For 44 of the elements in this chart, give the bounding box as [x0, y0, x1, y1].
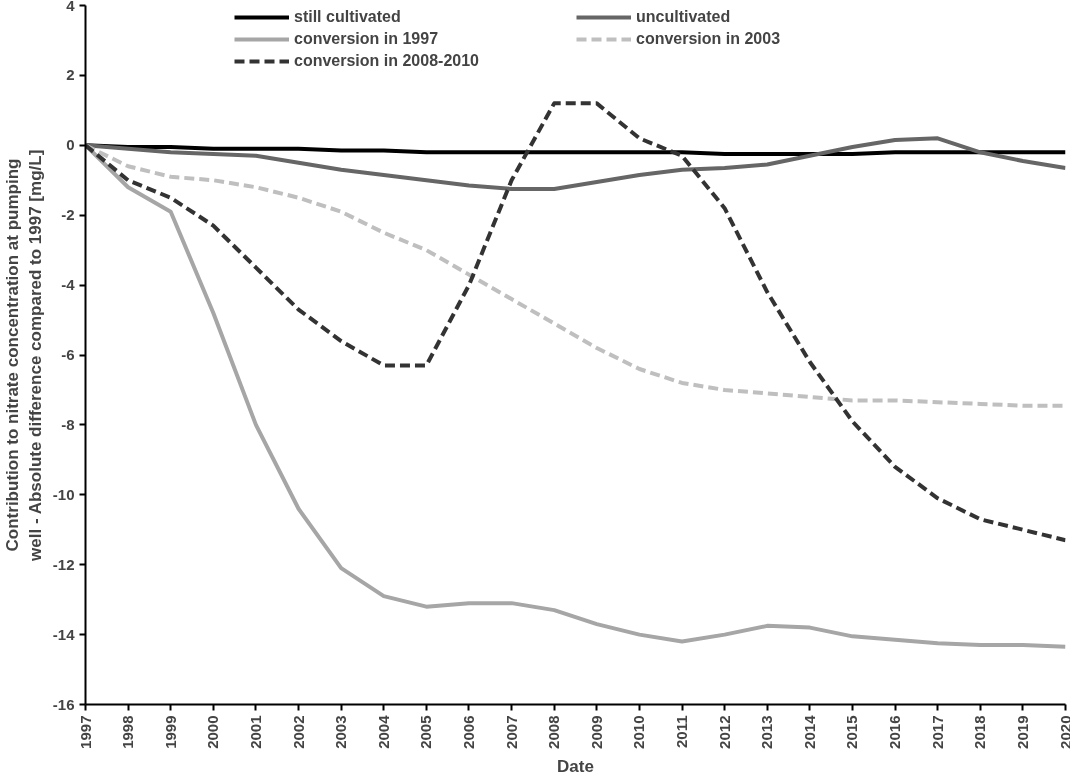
- legend-label: uncultivated: [636, 8, 732, 26]
- x-tick-label: 2006: [459, 715, 477, 749]
- y-axis-title: Contribution to nitrate concentration at pumping well - Absolute difference compared to 1997 [mg/L]: [3, 149, 45, 562]
- x-tick-label: 2020: [1056, 715, 1074, 749]
- y-tick-label: -6: [61, 346, 75, 363]
- x-tick-label: 2003: [332, 715, 350, 749]
- x-tick-label: 2011: [673, 715, 691, 749]
- x-tick-label: 2014: [800, 714, 818, 749]
- y-tick-label: 0: [66, 136, 75, 154]
- line-series: [85, 101, 1066, 543]
- legend-label: conversion in 1997: [294, 30, 440, 48]
- x-tick-label: 2000: [204, 715, 222, 749]
- legend-label: conversion in 2003: [636, 30, 782, 48]
- x-tick-label: 2012: [715, 715, 733, 749]
- x-tick-label: 2009: [587, 715, 605, 749]
- x-tick-label: 2005: [417, 715, 435, 749]
- x-tick-label: 2010: [630, 715, 648, 749]
- legend-label: conversion in 2008-2010: [294, 52, 480, 70]
- y-tick-label: 4: [66, 0, 76, 14]
- x-tick-label: 2015: [843, 715, 861, 749]
- x-tick-label: 2018: [971, 715, 989, 749]
- x-tick-label: 1997: [76, 715, 94, 749]
- x-tick-label: 2016: [886, 715, 904, 749]
- y-tick-label: -12: [52, 555, 75, 573]
- y-tick-label: -8: [61, 415, 75, 433]
- y-tick-label: -14: [52, 625, 76, 643]
- x-tick-label: 2007: [502, 715, 520, 749]
- y-tick-label: -4: [61, 276, 76, 294]
- legend-label: still cultivated: [294, 8, 402, 26]
- y-tick-label: -10: [52, 485, 75, 503]
- y-tick-label: -16: [52, 695, 75, 713]
- x-tick-label: 2002: [289, 715, 307, 749]
- x-tick-label: 2008: [545, 715, 563, 749]
- x-tick-label: 2019: [1013, 715, 1031, 749]
- x-tick-label: 2013: [758, 715, 776, 749]
- x-tick-label: 2001: [246, 715, 264, 749]
- x-axis-title: Date: [557, 756, 594, 776]
- y-tick-label: 2: [66, 66, 75, 84]
- y-tick-label: -2: [61, 206, 75, 224]
- x-tick-label: 1999: [161, 715, 179, 749]
- x-tick-label: 1998: [119, 715, 137, 749]
- x-tick-label: 2017: [928, 715, 946, 749]
- line-series: [85, 136, 1066, 191]
- x-tick-label: 2004: [374, 714, 392, 749]
